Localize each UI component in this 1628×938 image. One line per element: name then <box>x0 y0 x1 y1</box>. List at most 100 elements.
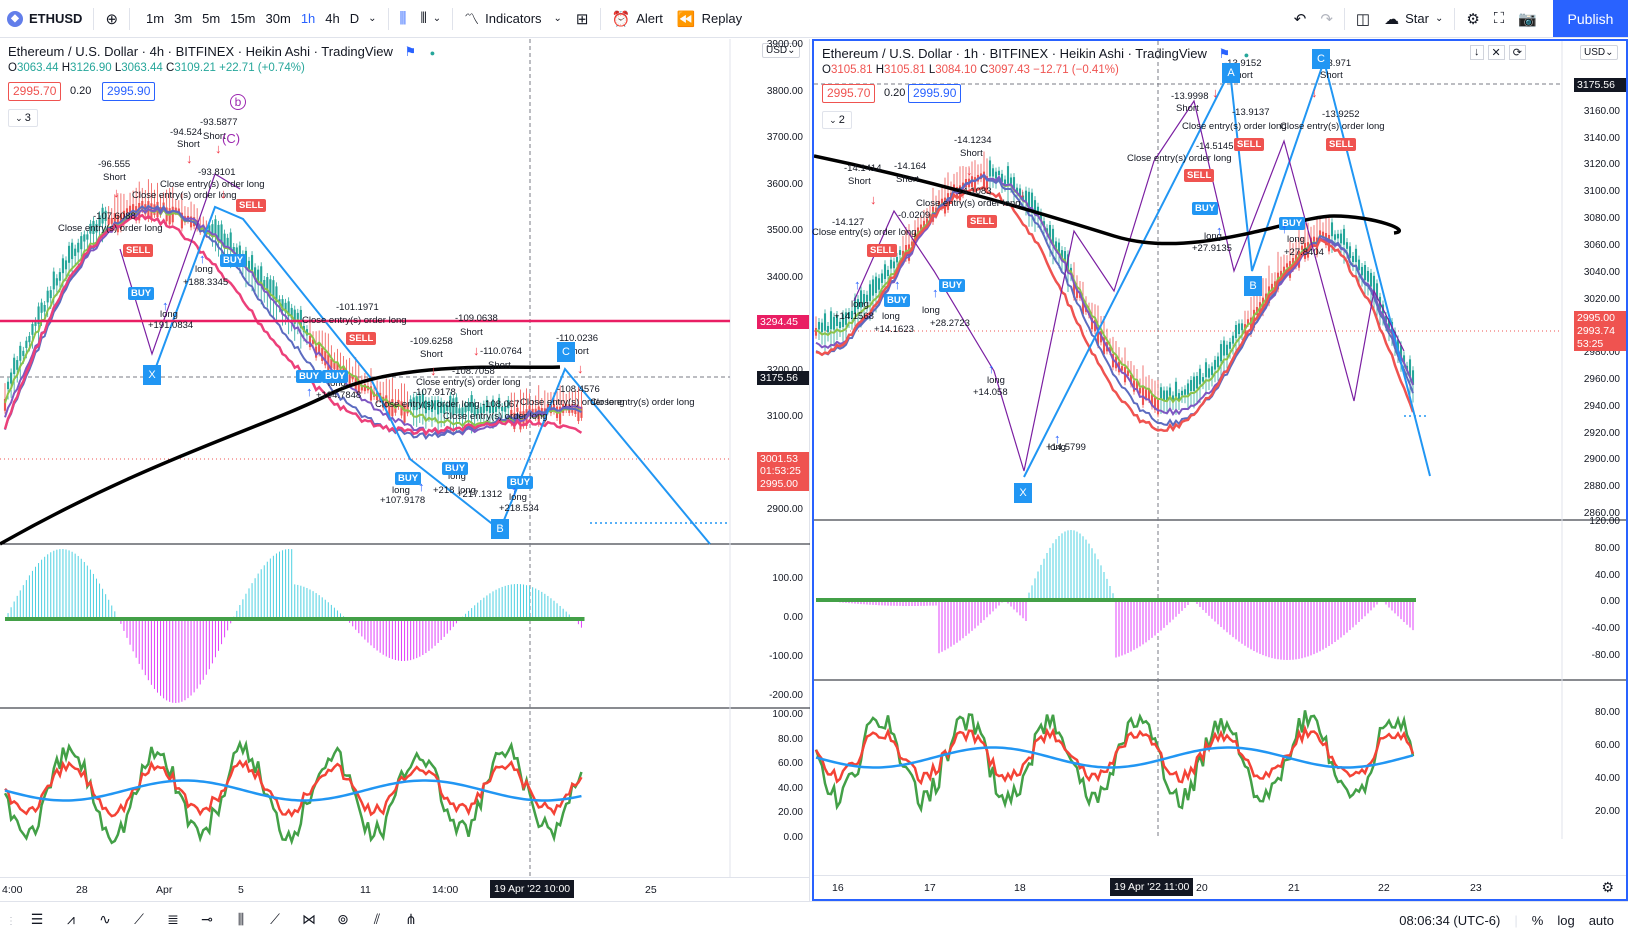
parallel-channel-tool[interactable]: ⫽ <box>360 906 394 934</box>
clock-label[interactable]: 08:06:34 (UTC-6) <box>1399 912 1501 928</box>
trend-angle-tool[interactable]: ⟋ <box>122 906 156 934</box>
trade-annotation: +218 <box>433 485 455 496</box>
sell-signal-badge: SELL <box>346 332 377 345</box>
indicators-button[interactable]: 〽 Indicators ⌄ <box>457 0 569 38</box>
chevron-down-icon: ⌄ <box>432 13 442 24</box>
arrow-down-icon[interactable]: ↓ <box>1470 45 1484 60</box>
close-icon[interactable]: ✕ <box>1487 45 1505 60</box>
buy-price-button[interactable]: 2995.90 <box>102 82 156 101</box>
menu-tool[interactable]: ☰ <box>20 906 54 934</box>
sell-price-button[interactable]: 2995.70 <box>8 82 62 101</box>
horizontal-line-icon: ⊸ <box>201 911 213 927</box>
wave-c-marker[interactable]: C <box>557 342 575 362</box>
chevron-down-icon: ⌄ <box>553 13 562 24</box>
ray-icon: ⟋ <box>270 911 280 927</box>
alert-button[interactable]: ⏰ Alert <box>605 0 670 38</box>
ray-tool[interactable]: ⟋ <box>258 906 292 934</box>
spiral-tool[interactable]: ⊚ <box>326 906 360 934</box>
snapshot-button[interactable]: 📷 <box>1511 0 1544 38</box>
columns-icon: ⫼ <box>237 911 245 927</box>
trade-annotation: -13.971 <box>1319 58 1352 69</box>
fullscreen-button[interactable]: ⛶ <box>1487 0 1512 38</box>
rsi-axis[interactable]: 80.00 60.00 40.00 20.00 <box>1556 707 1626 817</box>
wave-a-marker[interactable]: A <box>1222 63 1240 83</box>
rsi-axis[interactable]: 100.00 80.00 60.00 40.00 20.00 0.00 <box>739 709 809 843</box>
refresh-icon[interactable]: ⟳ <box>1508 45 1526 60</box>
publish-button[interactable]: Publish <box>1553 0 1628 37</box>
price-axis[interactable]: 3180.003160.003140.003120.003100.003080.… <box>1556 79 1626 519</box>
columns-tool[interactable]: ⫼ <box>224 906 258 934</box>
wave-x-marker[interactable]: X <box>1014 483 1032 503</box>
replay-button[interactable]: ⏪ Replay <box>670 0 749 38</box>
time-axis[interactable]: 16 17 18 20 21 22 23 19 Apr '22 11:00 <box>814 875 1626 899</box>
interval-15m-button[interactable]: 15m <box>230 11 256 26</box>
interval-5m-button[interactable]: 5m <box>202 11 221 26</box>
osc-axis[interactable]: 120.00 80.00 40.00 0.00 -40.00 -80.00 <box>1556 516 1626 661</box>
layout-name-button[interactable]: ☁ Star ⌄ <box>1377 0 1450 38</box>
undo-button[interactable]: ↶ <box>1287 0 1314 38</box>
elliott-c-label: (C) <box>222 131 241 146</box>
pitchfork-tool[interactable]: ⋔ <box>394 906 428 934</box>
osc-axis[interactable]: 100.00 0.00 -100.00 -200.00 <box>739 573 809 701</box>
wave-b-marker[interactable]: B <box>1244 276 1262 296</box>
price-axis[interactable]: 3900.00 3800.00 3700.00 3600.00 3500.00 3400.… <box>739 39 809 515</box>
interval-1h-button[interactable]: 1h <box>300 11 316 26</box>
percent-toggle[interactable]: % <box>1531 912 1544 928</box>
wave-c-marker[interactable]: C <box>1312 49 1330 69</box>
axis-tick-label: 3900.00 <box>766 39 803 50</box>
split-layout-icon: ◫ <box>1355 10 1371 28</box>
trade-annotation: -14.1083 <box>954 186 992 197</box>
flag-icon: ⚑ <box>404 44 417 59</box>
trade-annotation: +27.9135 <box>1192 243 1232 254</box>
sell-price-button[interactable]: 2995.70 <box>822 84 876 103</box>
wave-x-marker[interactable]: X <box>143 365 161 385</box>
settings-button[interactable]: ⚙ <box>1459 0 1486 38</box>
interval-1m-button[interactable]: 1m <box>146 11 165 26</box>
currency-button[interactable]: USD⌄ <box>762 43 800 58</box>
left-chart-pane[interactable]: Ethereum / U.S. Dollar · 4h · BITFINEX ·… <box>0 39 810 901</box>
layout-button[interactable]: ◫ <box>1349 0 1377 38</box>
indicator-toggle-button[interactable]: ⌄ 2 <box>822 111 852 129</box>
interval-4h-button[interactable]: 4h <box>325 11 340 26</box>
left-chart-canvas[interactable] <box>0 39 810 901</box>
grip-icon: ⋮ <box>6 916 16 927</box>
compare-add-button[interactable]: ⊕ <box>98 0 125 38</box>
indicator-toggle-button[interactable]: ⌄ 3 <box>8 109 38 127</box>
buy-signal-badge: BUY <box>128 287 155 300</box>
arrow-up-icon: ↑ <box>1054 431 1061 446</box>
chart-type-button[interactable]: ⫴ ⌄ <box>413 0 448 38</box>
elliott-impulse-tool[interactable]: ∿ <box>88 906 122 934</box>
redo-button[interactable]: ↷ <box>1313 0 1340 38</box>
arrow-up-icon: ↑ <box>199 251 206 266</box>
xabcd-tool[interactable]: ⋈ <box>292 906 326 934</box>
trade-annotation: +188.3345 <box>183 277 229 288</box>
wave-b-marker[interactable]: B <box>491 519 509 539</box>
drag-handle[interactable]: ⋮ <box>0 912 20 927</box>
divider <box>129 7 131 30</box>
trade-annotation: long <box>328 378 346 389</box>
interval-3m-button[interactable]: 3m <box>174 11 193 26</box>
axis-tick-label: 2880.00 <box>1583 481 1620 493</box>
axis-tick-label: 3060.00 <box>1583 239 1620 251</box>
bar-style-button[interactable]: ⫼ <box>393 0 414 38</box>
ohlc-high-label: H <box>875 64 885 76</box>
auto-toggle[interactable]: auto <box>1588 912 1614 928</box>
currency-button[interactable]: USD⌄ <box>1580 45 1618 60</box>
templates-button[interactable]: ⊞ <box>569 0 596 38</box>
elliott-wave-tool[interactable]: ⩘ <box>54 906 88 934</box>
chevron-down-icon[interactable]: ⌄ <box>368 13 377 24</box>
right-chart-canvas[interactable] <box>814 41 1626 899</box>
right-chart-pane[interactable]: Ethereum / U.S. Dollar · 1h · BITFINEX ·… <box>812 39 1628 901</box>
axis-tick-label: 3080.00 <box>1583 213 1620 225</box>
chart-settings-button[interactable]: ⚙ <box>1601 879 1614 896</box>
time-tick-label: 16 <box>832 882 844 894</box>
fib-tool[interactable]: ≣ <box>156 906 190 934</box>
log-toggle[interactable]: log <box>1557 912 1575 928</box>
symbol-search-button[interactable]: ◆ ETHUSD <box>0 0 89 38</box>
interval-30m-button[interactable]: 30m <box>265 11 291 26</box>
buy-price-button[interactable]: 2995.90 <box>908 84 962 103</box>
interval-d-button[interactable]: D <box>349 11 360 26</box>
axis-tick-label: 0.00 <box>783 832 803 843</box>
hline-tool[interactable]: ⊸ <box>190 906 224 934</box>
